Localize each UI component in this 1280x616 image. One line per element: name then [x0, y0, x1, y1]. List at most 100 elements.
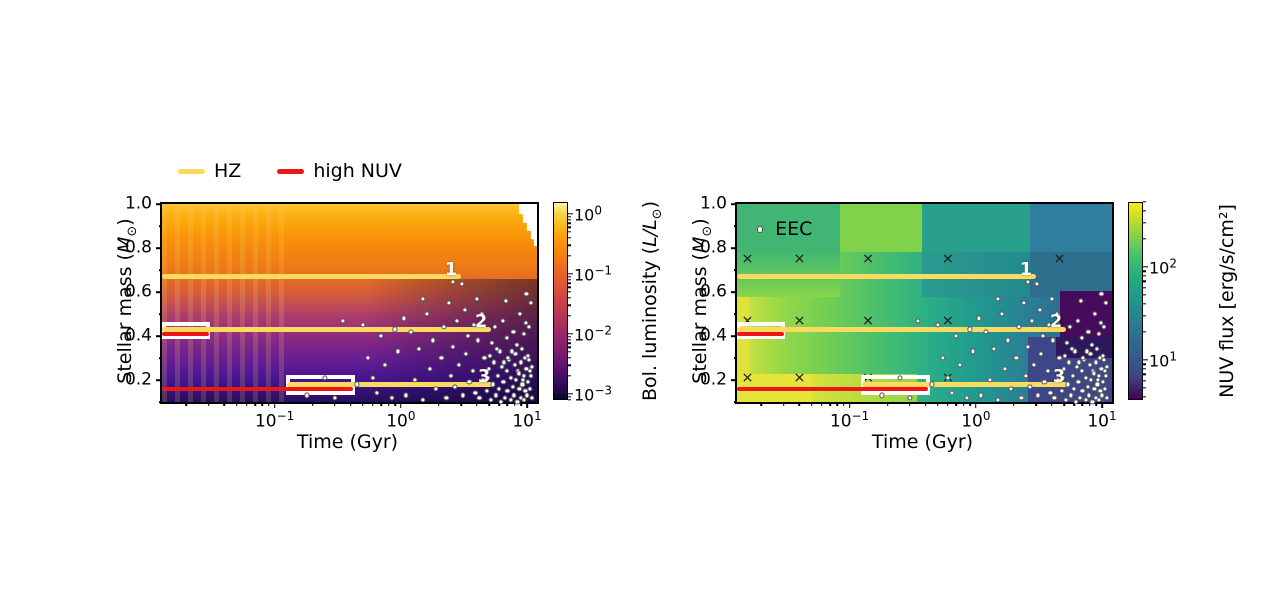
- track-number-label: 2: [1049, 312, 1063, 333]
- eec-point: [1025, 279, 1031, 285]
- eec-point: [495, 373, 501, 379]
- x-minor-tick: [798, 402, 801, 406]
- high-nuv-line-track-2: [162, 331, 209, 336]
- eec-point: [1041, 379, 1048, 385]
- eec-point: [472, 390, 478, 396]
- eec-point: [879, 392, 885, 398]
- x-minor-tick: [387, 402, 390, 406]
- eec-point: [420, 397, 426, 403]
- x-tick-label: 10−1: [254, 409, 295, 432]
- colorbar-minor-tick: [568, 297, 571, 299]
- y-tick: [156, 379, 162, 381]
- y-tick: [731, 379, 737, 381]
- y-minor-tick: [158, 401, 162, 403]
- eec-point: [1094, 346, 1100, 352]
- x-minor-tick: [380, 402, 383, 406]
- eec-point: [471, 322, 477, 328]
- eec-point: [1059, 388, 1065, 394]
- eec-point: [1040, 333, 1046, 339]
- high-nuv-line-track-2: [737, 331, 784, 336]
- eec-point: [512, 351, 519, 357]
- eec-point: [454, 318, 460, 324]
- y-tick: [731, 291, 737, 293]
- eec-point: [526, 324, 532, 330]
- eec-point: [1085, 329, 1091, 335]
- y-tick-label: 0.6: [124, 281, 152, 302]
- eec-point: [416, 346, 422, 352]
- x-minor-tick: [843, 402, 845, 406]
- eec-point: [1085, 384, 1091, 390]
- x-tick: [1101, 402, 1103, 408]
- x-minor-tick: [245, 402, 248, 406]
- eec-point: [1062, 353, 1068, 359]
- colorbar-minor-tick: [568, 396, 571, 398]
- eec-point: [456, 362, 462, 368]
- x-minor-tick: [1095, 402, 1098, 406]
- eec-point: [487, 353, 493, 359]
- eec-point: [501, 359, 507, 365]
- eec-point: [378, 333, 384, 339]
- flux-cell: [921, 204, 1030, 252]
- track-number-label: 2: [474, 312, 488, 333]
- colorbar-minor-tick: [568, 336, 571, 338]
- eec-point: [510, 329, 516, 335]
- high-nuv-line-track-3: [737, 386, 929, 391]
- eec-point: [995, 296, 1001, 302]
- eec-point: [1038, 351, 1044, 357]
- colorbar-minor-tick: [1143, 303, 1146, 305]
- left-panel-group: Stellar mass (M⊙) 10−1 100 101 1.0 0.8 0.6 0.4…: [114, 195, 542, 453]
- x-minor-tick: [1063, 402, 1065, 406]
- x-minor-tick: [460, 402, 462, 406]
- eec-point: [443, 395, 450, 401]
- colorbar-minor-tick: [1143, 270, 1146, 273]
- colorbar-minor-tick: [1143, 286, 1146, 289]
- eec-point: [998, 311, 1005, 317]
- eec-point: [1086, 392, 1092, 398]
- colorbar-minor-tick: [568, 351, 571, 353]
- eec-point: [1084, 348, 1090, 354]
- colorbar-minor-tick: [1143, 210, 1146, 212]
- luminosity-streaks: [162, 204, 290, 402]
- eec-point: [953, 333, 959, 339]
- eec-point: [1070, 373, 1076, 379]
- colorbar-minor-tick: [568, 216, 571, 218]
- eec-point: [1035, 392, 1041, 398]
- eec-point: [508, 375, 514, 381]
- y-tick-label: 1.0: [699, 193, 727, 214]
- eec-point: [502, 395, 508, 401]
- x-minor-tick: [886, 402, 889, 406]
- eec-point: [504, 335, 510, 341]
- eec-point: [504, 368, 510, 374]
- x-minor-tick: [909, 402, 911, 406]
- eec-point: [1077, 395, 1083, 401]
- x-minor-tick: [268, 402, 270, 406]
- eec-point: [1027, 384, 1033, 390]
- x-tick: [848, 402, 851, 408]
- colorbar-tick-label: 102: [1149, 256, 1177, 278]
- eec-point: [517, 311, 523, 317]
- eec-point: [1047, 390, 1053, 396]
- x-tick-label: 100: [961, 409, 991, 432]
- y-minor-tick: [158, 357, 162, 359]
- eec-point: [360, 322, 366, 328]
- eec-point: [1080, 355, 1086, 361]
- cross-marker: ×: [1053, 312, 1066, 329]
- figure-legend: HZ high NUV: [178, 158, 402, 184]
- y-tick-label: 0.4: [124, 325, 152, 346]
- eec-point: [523, 320, 529, 326]
- colorbar-minor-tick: [568, 342, 571, 344]
- y-tick-label: 0.2: [699, 369, 727, 390]
- hz-line-swatch: [178, 168, 205, 174]
- hz-line-track-1: [737, 274, 1037, 280]
- eec-point: [475, 337, 481, 343]
- colorbar-minor-tick: [1143, 331, 1146, 333]
- y-tick: [156, 203, 162, 205]
- eec-point: [485, 375, 491, 381]
- eec-point: [507, 397, 514, 403]
- track-number-label: 1: [1019, 259, 1033, 280]
- colorbar-minor-tick: [568, 291, 571, 293]
- x-minor-tick: [782, 402, 785, 406]
- left-heatmap-luminosity: [162, 204, 537, 402]
- cross-marker: ×: [741, 369, 754, 386]
- legend-label-hz: HZ: [214, 159, 242, 182]
